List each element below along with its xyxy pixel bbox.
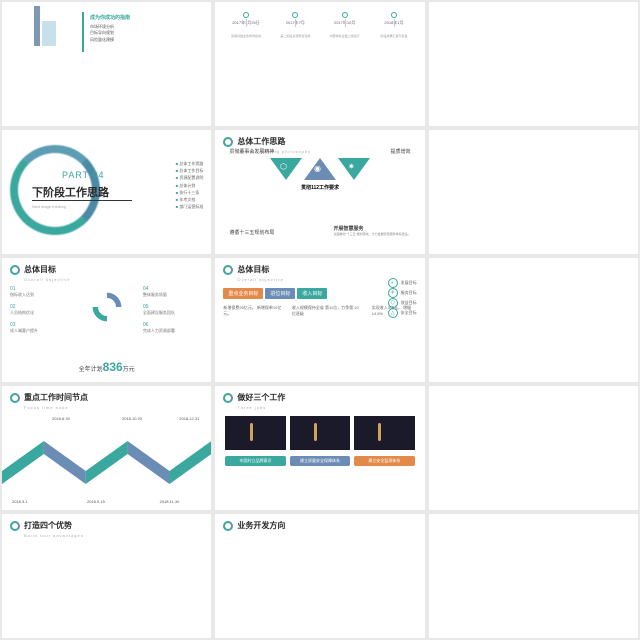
photo	[354, 416, 414, 450]
goal-item: ◐发展目标	[388, 278, 417, 288]
label-tl: 贯彻董事会发展精神	[229, 148, 274, 155]
goal-box: 进位目标	[265, 288, 295, 299]
job-tag: 建立质量安全保障体系	[290, 456, 350, 466]
job-tag: 建立安全监测体系	[354, 456, 414, 466]
safety-icon: △	[388, 308, 398, 318]
job-tag: 牢固村立品牌意识	[225, 456, 285, 466]
triangle-row: ⬡ ◉ ✷	[215, 158, 424, 180]
benefit-icon: ⬡	[388, 298, 398, 308]
slide-blank	[429, 386, 638, 510]
slide-three-jobs: 做好三个工作 Three jobs 牢固村立品牌意识 建立质量安全保障体系 建立…	[215, 386, 424, 510]
slide-four-advantages: 打造四个优势 Build four advantages	[2, 514, 211, 638]
zigzag-chart	[2, 426, 211, 486]
logo-icon	[10, 265, 20, 275]
slide-title: 打造四个优势	[24, 520, 72, 531]
logo-icon	[10, 521, 20, 531]
slide1-heading: 成为你成功的指南	[90, 14, 130, 21]
photo	[290, 416, 350, 450]
triangle-icon: ⬡	[270, 158, 302, 180]
slide-objective-2: 总体目标 Overall objective 重点业务目标 进位目标 收入目标 …	[215, 258, 424, 382]
tag-row: 牢固村立品牌意识 建立质量安全保障体系 建立安全监测体系	[215, 456, 424, 466]
divider	[82, 12, 84, 52]
section-subtitle: Next stage thinking	[32, 204, 66, 209]
slide-1: 成为你成功的指南 市场环境分析 目标导向规划 风险量化建模	[2, 2, 211, 126]
slide-2-timeline: 2017年3月25日完成基础业务布局启动 2017年7月第二阶段资源整合完成 2…	[215, 2, 424, 126]
section-title: 下阶段工作思路	[32, 184, 109, 200]
chart-icon: ◐	[388, 278, 398, 288]
slide-blank	[429, 514, 638, 638]
timeline: 2017年3月25日完成基础业务布局启动 2017年7月第二阶段资源整合完成 2…	[215, 2, 424, 48]
obj-cell: 05全面建设服务团队	[143, 304, 203, 316]
logo-icon	[223, 137, 233, 147]
underline	[32, 200, 132, 201]
slide-title: 总体目标	[24, 264, 56, 275]
goal-box: 收入目标	[297, 288, 327, 299]
slide-business-direction: 业务开发方向	[215, 514, 424, 638]
date-label: 2018.12.31	[179, 416, 199, 421]
slide-blank	[429, 130, 638, 254]
bullet: 目标导向规划	[90, 30, 114, 36]
stat: 新增保费25亿元， 新增保单10亿元。	[223, 305, 282, 317]
date-label: 2018.3.1	[12, 499, 28, 504]
timeline-item: 2017年10月内部体系全面上线运行	[320, 12, 369, 38]
date-label: 2018.9.15	[87, 499, 105, 504]
service-icon: ⚘	[388, 288, 398, 298]
triangle-icon: ✷	[338, 158, 370, 180]
date-label: 2018.6.30	[52, 416, 70, 421]
part-label: PART 04	[62, 170, 105, 180]
slide-timeline-nodes: 重点工作时间节点 Focus time node 2018.6.30 2018.…	[2, 386, 211, 510]
logo-icon	[223, 393, 233, 403]
slide-title: 总体工作思路	[237, 136, 285, 147]
date-label: 2018.10.20	[122, 416, 142, 421]
obj-cell: 03成人端客户提升	[10, 322, 70, 334]
timeline-item: 2018年1月阶段成果汇报与复盘	[369, 12, 418, 38]
goal-item: △安全目标	[388, 308, 417, 318]
cycle-arrows-icon	[89, 289, 125, 327]
slide-blank	[429, 258, 638, 382]
goal-list: ◐发展目标 ⚘服务目标 ⬡效益目标 △安全目标	[388, 278, 417, 318]
label-tr: 提质增效	[391, 148, 411, 155]
stat: 收入规模保持全省 第11位，力争第 10位晋级	[292, 305, 362, 317]
logo-icon	[223, 521, 233, 531]
obj-cell: 01指标收入达到	[10, 286, 70, 298]
bullet: 风险量化建模	[90, 37, 114, 43]
goal-item: ⬡效益目标	[388, 298, 417, 308]
goal-item: ⚘服务目标	[388, 288, 417, 298]
slide1-bullets: 市场环境分析 目标导向规划 风险量化建模	[90, 24, 114, 43]
label-br: 开展智慧服务 全面推动"十三五"规划落地，大力发展智慧服务体系建设。	[334, 225, 411, 236]
date-label: 2018.11.30	[160, 499, 180, 504]
slide-part04: PART 04 下阶段工作思路 Next stage thinking 总体工作…	[2, 130, 211, 254]
goal-box: 重点业务目标	[223, 288, 263, 299]
slide-objective-1: 总体目标 Overall objective 01指标收入达到 04整体服务质量…	[2, 258, 211, 382]
obj-cell: 02人员结构优化	[10, 304, 70, 316]
slide-title: 做好三个工作	[237, 392, 285, 403]
timeline-item: 2017年7月第二阶段资源整合完成	[271, 12, 320, 38]
slide-title: 重点工作时间节点	[24, 392, 88, 403]
label-bl: 遵循十三五规划布局	[229, 229, 274, 236]
slide-subtitle: Build four advantages	[16, 533, 211, 538]
photo-row	[215, 410, 424, 456]
photo	[225, 416, 285, 450]
legend: 总体工作思路总体工作目标资源配置说明 总体计划执行十三条年考文档部门运营标准	[176, 160, 204, 210]
slide-philosophy: 总体工作思路 Overall working philosophy 贯彻董事会发…	[215, 130, 424, 254]
triangle-icon: ◉	[304, 158, 336, 180]
timeline-item: 2017年3月25日完成基础业务布局启动	[221, 12, 270, 38]
slide-subtitle: Focus time node	[16, 405, 211, 410]
slide-blank	[429, 2, 638, 126]
center-label: 贯彻112工作要求	[215, 184, 424, 191]
obj-cell: 04整体服务质量	[143, 286, 203, 298]
annual-plan: 全年计划836万元	[2, 360, 211, 374]
slide-title: 总体目标	[237, 264, 269, 275]
obj-cell: 06完成人力资源部署	[143, 322, 203, 334]
slide-title: 业务开发方向	[237, 520, 285, 531]
building-illustration	[22, 6, 62, 56]
logo-icon	[10, 393, 20, 403]
logo-icon	[223, 265, 233, 275]
